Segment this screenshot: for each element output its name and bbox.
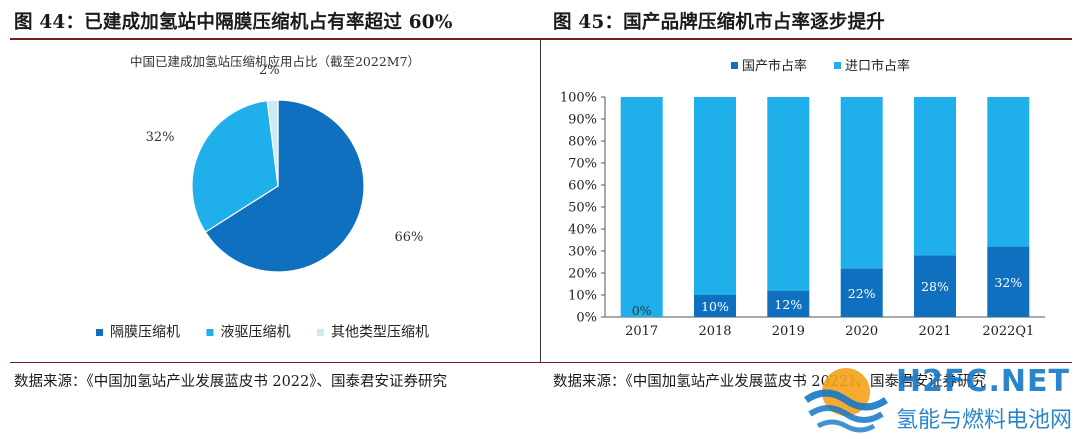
header-rule	[10, 38, 1072, 40]
legend-swatch	[834, 62, 841, 69]
legend-entry: 隔膜压缩机	[110, 325, 180, 341]
pie-data-label: 32%	[146, 130, 175, 145]
panel-divider	[540, 40, 541, 362]
y-tick-label: 90%	[568, 113, 597, 128]
bar-segment-domestic	[914, 255, 956, 317]
y-tick-label: 80%	[568, 135, 597, 150]
bar-segment-domestic	[694, 295, 736, 317]
bar-segment-domestic	[767, 290, 810, 317]
figure44-title: 图 44：已建成加氢站中隔膜压缩机占有率超过 60%	[14, 12, 453, 33]
stacked-bar-chart: 国产市占率 进口市占率 0% 10% 20% 30% 40% 50% 60% 70% 80% 90%…	[560, 58, 1045, 339]
legend-swatch	[206, 329, 214, 336]
legend-entry: 国产市占率	[742, 58, 807, 74]
pie-slice-2	[191, 100, 279, 233]
bar-data-label: 10%	[701, 299, 729, 314]
y-tick-label: 30%	[568, 245, 597, 260]
y-tick-label: 100%	[560, 91, 597, 106]
bar-data-label: 28%	[921, 279, 949, 294]
bar-segment-import	[694, 97, 736, 295]
bar-segment-import	[840, 97, 883, 269]
bar-data-label: 32%	[994, 275, 1022, 290]
legend-swatch	[731, 62, 738, 69]
legend-swatch	[317, 329, 324, 336]
x-tick-label: 2020	[845, 324, 878, 339]
bar-segment-import	[914, 97, 956, 256]
watermark-subtext: 氢能与燃料电池网	[896, 408, 1073, 433]
pie-chart: 中国已建成加氢站压缩机应用占比（截至2022M7） 66% 32% 2% 隔膜压缩机…	[96, 54, 429, 341]
x-tick-label: 2017	[625, 324, 658, 339]
pie-slice-1	[204, 99, 365, 273]
y-tick-label: 40%	[568, 223, 597, 238]
y-tick-label: 10%	[568, 289, 597, 304]
figure45-source: 数据来源：《中国加氢站产业发展蓝皮书 2022》、国泰君安证券研究	[553, 374, 987, 390]
bar-data-label: 22%	[848, 286, 876, 301]
y-tick-label: 0%	[576, 311, 597, 326]
x-tick-label: 2022Q1	[982, 324, 1034, 339]
watermark-logo-icon	[803, 368, 889, 433]
y-tick-label: 70%	[568, 157, 597, 172]
pie-chart-title: 中国已建成加氢站压缩机应用占比（截至2022M7）	[130, 54, 420, 69]
y-tick-label: 50%	[568, 201, 597, 216]
y-tick-label: 60%	[568, 179, 597, 194]
watermark: H2FC.NET 氢能与燃料电池网	[800, 360, 1080, 439]
watermark-text: H2FC.NET	[896, 364, 1070, 399]
legend-entry: 其他类型压缩机	[331, 325, 429, 341]
bar-data-label: 12%	[774, 297, 802, 312]
x-tick-label: 2018	[698, 324, 731, 339]
bar-data-label: 0%	[632, 303, 652, 318]
bar-segment-domestic	[840, 268, 883, 317]
footer-rule	[10, 362, 1072, 363]
pie-data-label: 66%	[394, 230, 423, 245]
figure44-source: 数据来源：《中国加氢站产业发展蓝皮书 2022》、国泰君安证券研究	[14, 374, 448, 390]
y-tick-label: 20%	[568, 267, 597, 282]
legend-entry: 液驱压缩机	[221, 325, 291, 341]
bar-segment-import	[620, 97, 663, 317]
bar-segment-import	[987, 97, 1030, 247]
legend-swatch	[96, 329, 103, 336]
pie-slice-3	[266, 99, 279, 187]
pie-data-label: 2%	[259, 63, 280, 78]
legend-entry: 进口市占率	[845, 58, 910, 74]
x-tick-label: 2019	[772, 324, 805, 339]
figure45-title: 图 45：国产品牌压缩机市占率逐步提升	[553, 12, 885, 33]
x-tick-label: 2021	[918, 324, 951, 339]
bar-segment-import	[767, 97, 810, 291]
bar-segment-domestic	[987, 246, 1030, 317]
